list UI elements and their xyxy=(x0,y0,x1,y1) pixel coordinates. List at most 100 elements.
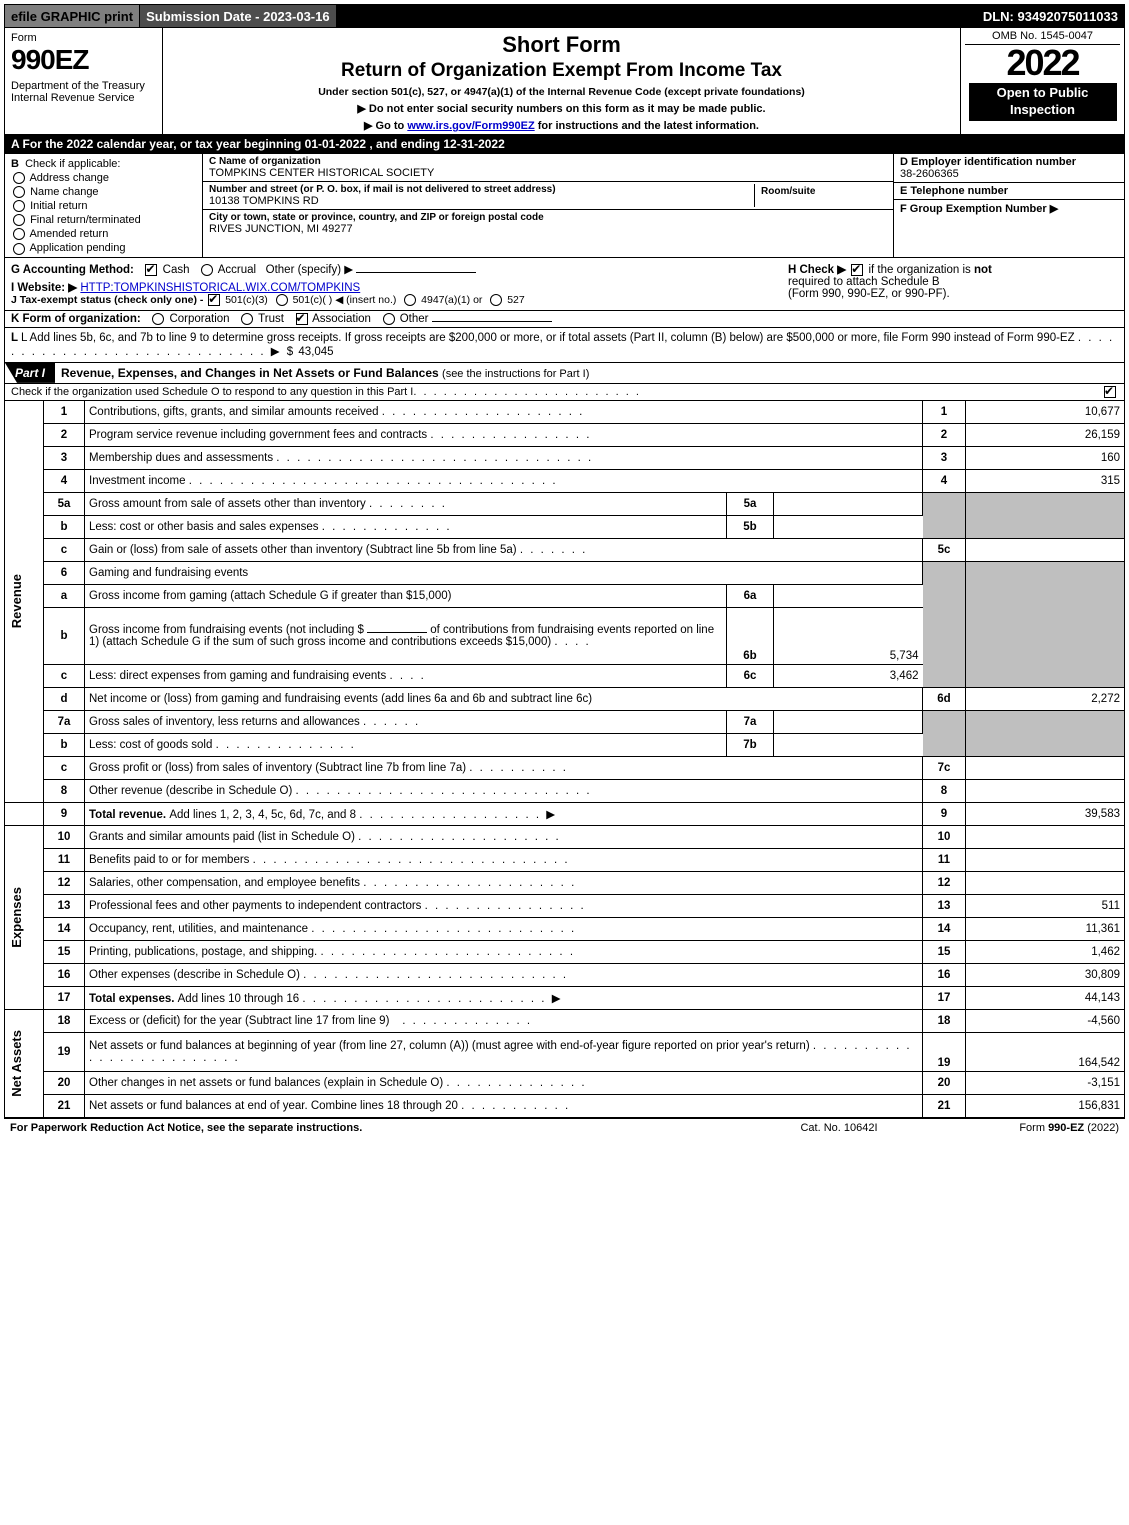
line-6-grey xyxy=(923,561,966,687)
chk-other-org[interactable] xyxy=(383,313,395,325)
line-7a-sub: 7a xyxy=(727,710,774,733)
header-left: Form 990EZ Department of the Treasury In… xyxy=(5,28,163,134)
line-6a-subval xyxy=(774,584,923,607)
row-k-label: K Form of organization: xyxy=(11,313,141,325)
line-16-no: 16 xyxy=(44,963,85,986)
chk-corporation[interactable] xyxy=(152,313,164,325)
line-13-val: 511 xyxy=(966,894,1125,917)
line-6-no: 6 xyxy=(44,561,85,584)
chk-address-change[interactable] xyxy=(13,172,25,184)
line-6c-no: c xyxy=(44,664,85,687)
lbl-trust: Trust xyxy=(258,313,284,325)
group-exemption-label: F Group Exemption Number ▶ xyxy=(900,202,1118,215)
line-10-no: 10 xyxy=(44,825,85,848)
lbl-association: Association xyxy=(312,313,371,325)
line-6d-val: 2,272 xyxy=(966,687,1125,710)
chk-final-return[interactable] xyxy=(13,214,25,226)
box-b-label: Check if applicable: xyxy=(25,158,120,170)
chk-501c[interactable] xyxy=(276,294,288,306)
line-20-no: 20 xyxy=(44,1071,85,1094)
row-j: J Tax-exempt status (check only one) - 5… xyxy=(11,294,780,306)
lbl-501c3: 501(c)(3) xyxy=(225,294,268,306)
chk-application-pending[interactable] xyxy=(13,243,25,255)
line-5b-sub: 5b xyxy=(727,515,774,538)
other-org-line xyxy=(432,321,552,322)
line-21-val: 156,831 xyxy=(966,1094,1125,1117)
line-6c-desc: Less: direct expenses from gaming and fu… xyxy=(85,664,727,687)
line-18-desc: Excess or (deficit) for the year (Subtra… xyxy=(85,1009,923,1032)
row-i: I Website: ▶ HTTP:TOMPKINSHISTORICAL.WIX… xyxy=(11,280,780,294)
box-c: C Name of organization TOMPKINS CENTER H… xyxy=(203,154,893,257)
row-l-value: 43,045 xyxy=(298,346,333,358)
line-18-val: -4,560 xyxy=(966,1009,1125,1032)
line-7c-desc: Gross profit or (loss) from sales of inv… xyxy=(85,756,923,779)
line-5ab-grey-val xyxy=(966,492,1125,538)
note-goto: ▶ Go to www.irs.gov/Form990EZ for instru… xyxy=(169,119,954,132)
chk-4947[interactable] xyxy=(404,294,416,306)
city-state-zip: RIVES JUNCTION, MI 49277 xyxy=(209,223,887,235)
line-5a-sub: 5a xyxy=(727,492,774,515)
line-6-grey-val xyxy=(966,561,1125,687)
line-7b-sub: 7b xyxy=(727,733,774,756)
lbl-cash: Cash xyxy=(163,264,190,276)
chk-initial-return[interactable] xyxy=(13,200,25,212)
row-k: K Form of organization: Corporation Trus… xyxy=(4,311,1125,328)
line-18-ln: 18 xyxy=(923,1009,966,1032)
lbl-4947: 4947(a)(1) or xyxy=(421,294,482,306)
chk-trust[interactable] xyxy=(241,313,253,325)
chk-association[interactable] xyxy=(296,313,308,325)
header-right: OMB No. 1545-0047 2022 Open to Public In… xyxy=(961,28,1124,134)
lbl-corporation: Corporation xyxy=(169,313,229,325)
line-11-ln: 11 xyxy=(923,848,966,871)
row-h-line3: (Form 990, 990-EZ, or 990-PF). xyxy=(788,288,950,300)
line-5a-desc: Gross amount from sale of assets other t… xyxy=(85,492,727,515)
street-address: 10138 TOMPKINS RD xyxy=(209,195,754,207)
line-7c-ln: 7c xyxy=(923,756,966,779)
lbl-amended-return: Amended return xyxy=(29,228,108,240)
line-17-ln: 17 xyxy=(923,986,966,1009)
line-21-no: 21 xyxy=(44,1094,85,1117)
chk-schedule-o-part1[interactable] xyxy=(1104,386,1116,398)
part-1-label: Part I xyxy=(5,363,55,383)
submission-date: Submission Date - 2023-03-16 xyxy=(139,5,337,27)
line-6d-desc: Net income or (loss) from gaming and fun… xyxy=(85,687,923,710)
line-5b-no: b xyxy=(44,515,85,538)
chk-501c3[interactable] xyxy=(208,294,220,306)
line-12-no: 12 xyxy=(44,871,85,894)
lbl-insert-no: ◀ (insert no.) xyxy=(335,294,396,306)
line-20-desc: Other changes in net assets or fund bala… xyxy=(85,1071,923,1094)
line-19-desc: Net assets or fund balances at beginning… xyxy=(85,1032,923,1071)
line-9-val: 39,583 xyxy=(966,802,1125,825)
chk-accrual[interactable] xyxy=(201,264,213,276)
line-8-desc: Other revenue (describe in Schedule O) .… xyxy=(85,779,923,802)
section-bcdef: B Check if applicable: Address change Na… xyxy=(4,154,1125,258)
line-8-ln: 8 xyxy=(923,779,966,802)
line-5b-desc: Less: cost or other basis and sales expe… xyxy=(85,515,727,538)
line-5b-subval xyxy=(774,515,923,538)
line-5a-no: 5a xyxy=(44,492,85,515)
irs-link[interactable]: www.irs.gov/Form990EZ xyxy=(407,120,534,132)
tax-year: 2022 xyxy=(965,45,1120,81)
line-15-no: 15 xyxy=(44,940,85,963)
line-8-val xyxy=(966,779,1125,802)
line-16-desc: Other expenses (describe in Schedule O) … xyxy=(85,963,923,986)
line-11-val xyxy=(966,848,1125,871)
website-link[interactable]: HTTP:TOMPKINSHISTORICAL.WIX.COM/TOMPKINS xyxy=(80,282,360,294)
lbl-501c: 501(c)( ) xyxy=(293,294,333,306)
row-g: G Accounting Method: Cash Accrual Other … xyxy=(11,262,780,276)
department-label: Department of the Treasury Internal Reve… xyxy=(11,80,156,104)
efile-label: efile GRAPHIC print xyxy=(5,5,139,27)
line-9-desc: Total revenue. Add lines 1, 2, 3, 4, 5c,… xyxy=(85,802,923,825)
line-12-val xyxy=(966,871,1125,894)
line-2-ln: 2 xyxy=(923,423,966,446)
chk-amended-return[interactable] xyxy=(13,228,25,240)
chk-cash[interactable] xyxy=(145,264,157,276)
line-9-ln: 9 xyxy=(923,802,966,825)
line-4-no: 4 xyxy=(44,469,85,492)
chk-schedule-b-not-required[interactable] xyxy=(851,264,863,276)
line-7a-subval xyxy=(774,710,923,733)
chk-name-change[interactable] xyxy=(13,186,25,198)
line-9-no: 9 xyxy=(44,802,85,825)
chk-527[interactable] xyxy=(490,294,502,306)
row-h-post: if the organization is xyxy=(868,264,973,276)
